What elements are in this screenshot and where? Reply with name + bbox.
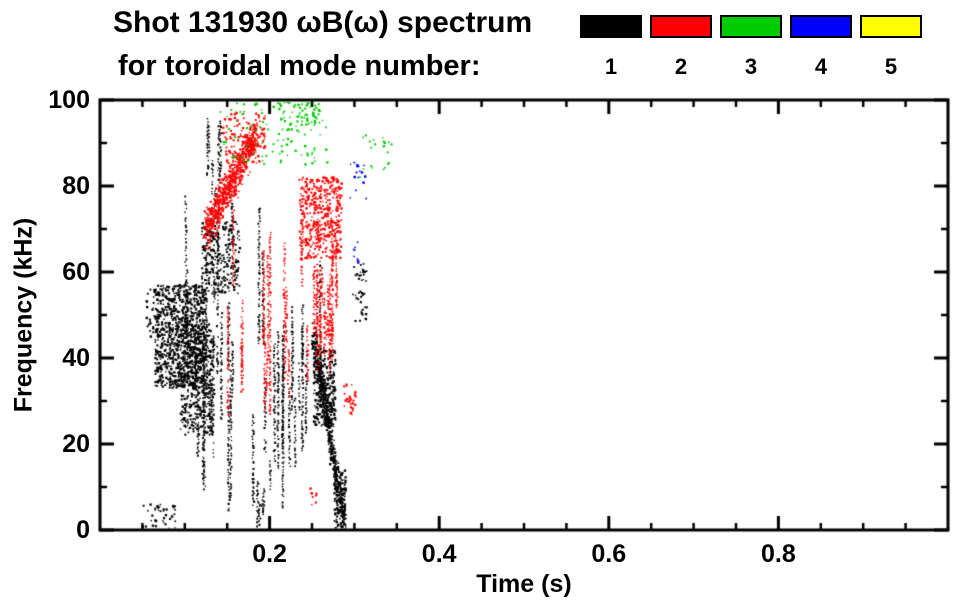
y-tick-label-100: 100 bbox=[48, 86, 90, 114]
legend-swatch-3 bbox=[720, 15, 782, 38]
chart-title: Shot 131930 ωB(ω) spectrum bbox=[113, 6, 533, 39]
legend-swatch-4 bbox=[790, 15, 852, 38]
y-tick-label-40: 40 bbox=[62, 344, 90, 372]
legend-swatch-5 bbox=[860, 15, 922, 38]
x-tick-label-0.4: 0.4 bbox=[421, 540, 457, 568]
legend-label-2: 2 bbox=[674, 54, 688, 79]
x-tick-label-0.8: 0.8 bbox=[761, 540, 796, 568]
y-tick-label-20: 20 bbox=[62, 430, 90, 458]
x-tick-label-0.6: 0.6 bbox=[591, 540, 627, 568]
x-axis-label: Time (s) bbox=[476, 570, 572, 598]
legend-label-4: 4 bbox=[814, 54, 828, 79]
chart-subtitle: for toroidal mode number: bbox=[118, 50, 481, 82]
legend-label-1: 1 bbox=[604, 54, 618, 79]
y-tick-label-60: 60 bbox=[62, 258, 90, 286]
y-tick-label-80: 80 bbox=[62, 172, 90, 200]
x-tick-label-0.2: 0.2 bbox=[252, 540, 287, 568]
legend-swatch-2 bbox=[650, 15, 712, 38]
legend-label-5: 5 bbox=[884, 54, 898, 79]
legend-swatch-1 bbox=[580, 15, 642, 38]
legend-label-3: 3 bbox=[744, 54, 758, 79]
y-axis-label: Frequency (kHz) bbox=[9, 217, 38, 413]
y-tick-label-0: 0 bbox=[76, 516, 90, 544]
